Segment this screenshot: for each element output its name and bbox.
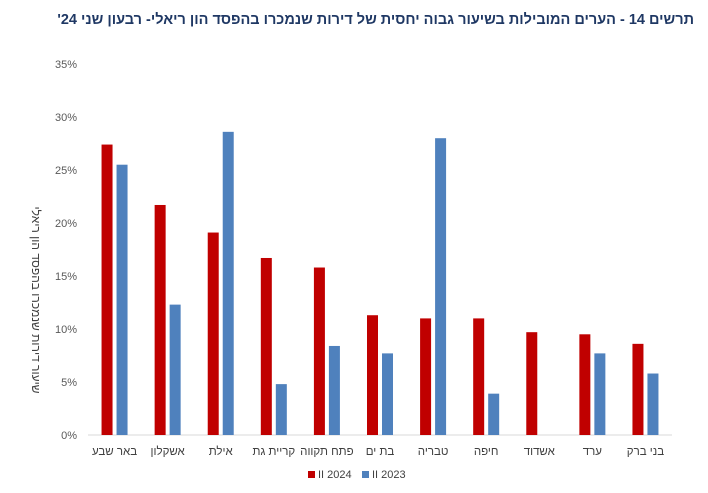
category-label: חיפה [474,446,499,458]
legend-swatch [308,471,315,478]
bar-series-1 [367,315,378,435]
bar-series-2 [435,138,447,435]
legend: II 2024 II 2023 [308,469,406,481]
bar-series-2 [275,384,287,435]
legend-swatch [362,471,369,478]
bar-series-1 [579,334,591,435]
category-label: אשדוד [524,446,556,458]
bar-series-1 [420,318,432,435]
bar-series-2 [647,373,659,435]
category-label: בני ברק [627,446,664,458]
bars [101,131,659,435]
bar-series-1 [260,257,272,435]
bar-series-2 [382,353,393,435]
y-tick-labels: 0% 5% 10% 15% 20% 25% 30% 35% [55,59,77,442]
chart-title: תרשים 14 - הערים המובילות בשיעור גבוה יח… [57,12,694,28]
bar-series-1 [313,267,325,435]
category-label: אשקלון [151,445,186,458]
legend-label: II 2024 [318,469,352,481]
bar-series-1 [154,204,166,435]
bar-series-2 [328,345,340,435]
bar-series-2 [169,304,181,435]
bar-series-1 [526,332,538,435]
category-label: ערד [583,446,603,458]
category-labels: באר שבע אשקלון אילת קריית גת פתח תקווה בת ים ט… [92,445,664,458]
y-tick-label: 15% [55,271,77,283]
category-label: באר שבע [92,446,137,458]
bar-series-1 [473,318,485,435]
category-label: בת ים [366,446,395,458]
category-label: טבריה [418,446,449,458]
bar-series-2 [116,164,128,435]
y-tick-label: 0% [61,430,77,442]
y-tick-label: 30% [55,112,77,124]
bar-series-1 [632,343,644,435]
bar-series-1 [207,232,219,435]
y-tick-label: 5% [61,377,77,389]
bar-series-2 [594,353,606,435]
category-label: קריית גת [253,446,296,458]
legend-label: II 2023 [372,469,406,481]
bar-series-1 [101,144,113,435]
y-tick-label: 35% [55,59,77,71]
bar-series-2 [488,393,500,435]
category-label: פתח תקווה [300,446,354,458]
y-tick-label: 10% [55,324,77,336]
y-tick-label: 25% [55,165,77,177]
y-tick-label: 20% [55,218,77,230]
category-label: אילת [209,445,234,458]
bar-series-2 [222,131,234,435]
